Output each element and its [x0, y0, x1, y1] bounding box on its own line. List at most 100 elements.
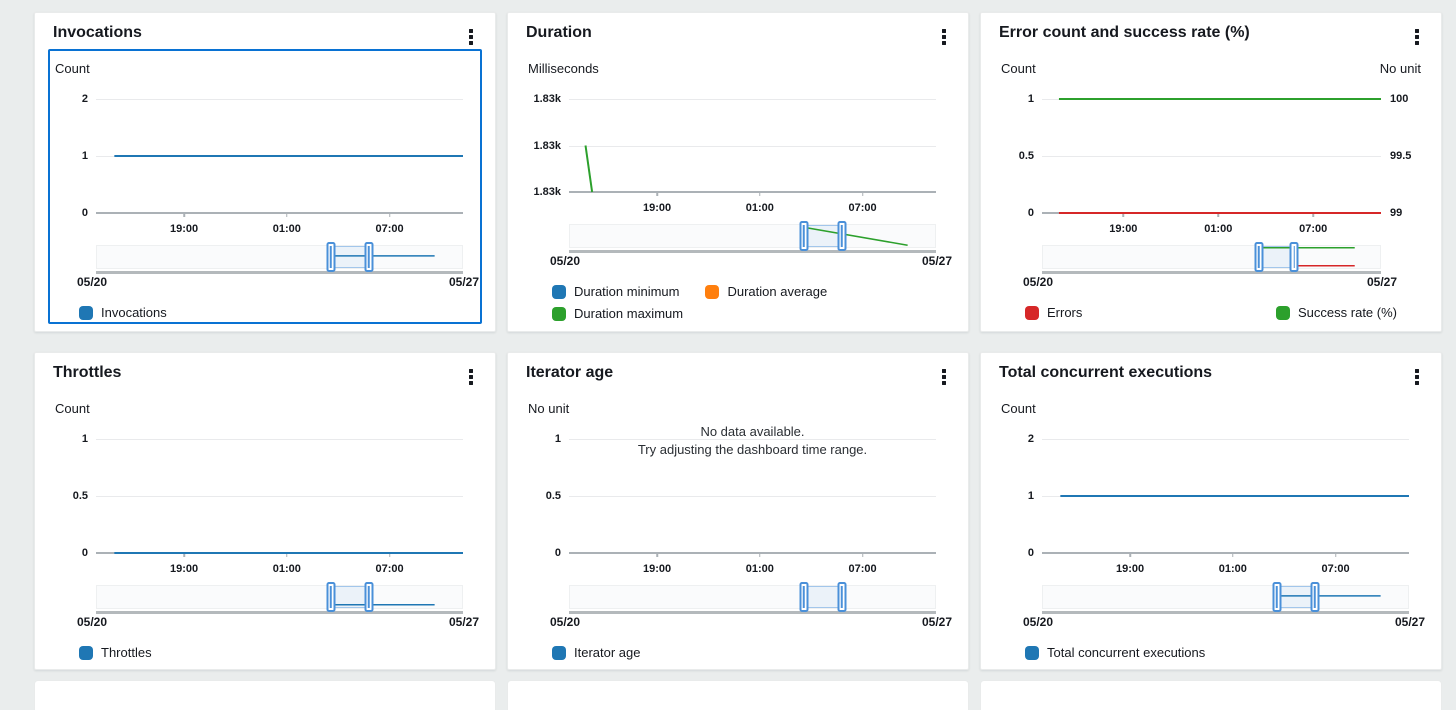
kebab-dot — [1415, 29, 1419, 33]
brush-selected-range[interactable] — [803, 586, 842, 608]
x-axis-tick-label: 19:00 — [170, 223, 199, 235]
brush-handle-left[interactable] — [326, 582, 336, 612]
axis-unit-row: Count — [55, 401, 475, 416]
y-axis-unit-label: No unit — [528, 401, 570, 416]
y-axis-tick-label: 1.83k — [533, 186, 561, 198]
y-axis-tick-label: 2 — [81, 93, 88, 105]
gridline — [96, 99, 463, 100]
plot-area: 1 0.5 0 — [546, 433, 936, 559]
x-axis-tick-label: 19:00 — [1109, 223, 1138, 235]
x-axis-tick-label: 19:00 — [1116, 563, 1145, 575]
brush-handle-left[interactable] — [799, 582, 809, 612]
time-range-brush[interactable] — [96, 582, 463, 612]
partial-widget[interactable] — [980, 680, 1442, 710]
legend-item[interactable]: Duration average — [705, 284, 827, 299]
date-range-row: 05/20 05/27 — [550, 254, 952, 268]
y-axis-tick-label: 0 — [1027, 207, 1034, 219]
date-range-start: 05/20 — [1023, 275, 1054, 289]
legend-group-left: Iterator age — [552, 645, 641, 660]
y-axis-tick-label: 0 — [1027, 547, 1034, 559]
brush-handle-right[interactable] — [1289, 242, 1299, 272]
x-axis-tick-label: 01:00 — [272, 563, 301, 575]
date-range-end: 05/27 — [921, 615, 952, 629]
legend: Iterator age — [552, 645, 952, 660]
brush-handle-right[interactable] — [1310, 582, 1320, 612]
legend-item[interactable]: Total concurrent executions — [1025, 645, 1205, 660]
kebab-dot — [1415, 35, 1419, 39]
widget-invocations[interactable]: Invocations Count 2 1 0 19:00 01:00 07:00 05… — [34, 12, 496, 332]
legend-item[interactable]: Duration maximum — [552, 306, 683, 321]
gridline — [96, 439, 463, 440]
plot-area: 2 1 0 — [1028, 433, 1409, 559]
widget-error-count-and-success-rate[interactable]: Error count and success rate (%) Count N… — [980, 12, 1442, 332]
kebab-menu-icon[interactable] — [930, 23, 958, 51]
legend-item[interactable]: Throttles — [79, 645, 152, 660]
legend: Invocations — [79, 305, 479, 320]
gridline — [569, 439, 936, 440]
x-axis-tick-mark — [1122, 213, 1125, 217]
plot-area: 1.83k 1.83k 1.83k — [533, 93, 936, 198]
date-range-end: 05/27 — [448, 615, 479, 629]
legend-item[interactable]: Invocations — [79, 305, 167, 320]
x-axis-tick-label: 19:00 — [170, 563, 199, 575]
legend-item[interactable]: Duration minimum — [552, 284, 679, 299]
date-range-row: 05/20 05/27 — [1023, 615, 1425, 629]
time-range-brush[interactable] — [569, 582, 936, 612]
brush-handle-right[interactable] — [364, 582, 374, 612]
brush-handle-left[interactable] — [799, 221, 809, 251]
widget-iterator-age[interactable]: Iterator age No unit 1 0.5 0 No data avail… — [507, 352, 969, 670]
widget-total-concurrent-executions[interactable]: Total concurrent executions Count 2 1 0 19… — [980, 352, 1442, 670]
brush-selected-range[interactable] — [1276, 586, 1315, 608]
brush-handle-left[interactable] — [1254, 242, 1264, 272]
legend: Total concurrent executions — [1025, 645, 1425, 660]
legend-item[interactable]: Iterator age — [552, 645, 641, 660]
kebab-dot — [942, 381, 946, 385]
kebab-dot — [469, 369, 473, 373]
brush-handle-right[interactable] — [837, 221, 847, 251]
brush-handle-right[interactable] — [837, 582, 847, 612]
brush-handle-left[interactable] — [1272, 582, 1282, 612]
kebab-dot — [942, 375, 946, 379]
brush-handle-left[interactable] — [326, 242, 336, 272]
kebab-dot — [942, 35, 946, 39]
date-range-end: 05/27 — [921, 254, 952, 268]
partial-widget[interactable] — [507, 680, 969, 710]
right-y-axis-tick-label: 100 — [1390, 93, 1409, 105]
time-range-brush[interactable] — [96, 242, 463, 272]
legend-swatch — [552, 645, 566, 660]
y-axis-tick-label: 0.5 — [72, 490, 88, 502]
x-axis-tick-label: 19:00 — [643, 563, 672, 575]
y-axis-tick-label: 0 — [81, 547, 88, 559]
kebab-dot — [1415, 41, 1419, 45]
legend-label: Throttles — [101, 645, 152, 660]
brush-selected-range[interactable] — [330, 246, 369, 268]
kebab-menu-icon[interactable] — [457, 23, 485, 51]
kebab-menu-icon[interactable] — [930, 363, 958, 391]
legend-item[interactable]: Errors — [1025, 305, 1082, 320]
brush-selected-range[interactable] — [803, 225, 842, 247]
widget-duration[interactable]: Duration Milliseconds 1.83k 1.83k 1.83k 19… — [507, 12, 969, 332]
brush-selected-range[interactable] — [1258, 246, 1295, 268]
brush-selected-range[interactable] — [330, 586, 369, 608]
legend-group-right: Success rate (%) — [1276, 305, 1397, 320]
kebab-menu-icon[interactable] — [1403, 363, 1431, 391]
x-axis-tick-labels: 19:00 01:00 07:00 — [96, 223, 463, 237]
right-y-axis-tick-label: 99 — [1390, 207, 1403, 219]
x-axis-tick-label: 07:00 — [1299, 223, 1328, 235]
kebab-dot — [469, 29, 473, 33]
widget-throttles[interactable]: Throttles Count 1 0.5 0 19:00 01:00 07:00 05… — [34, 352, 496, 670]
legend-item[interactable]: Success rate (%) — [1276, 305, 1397, 320]
time-range-brush[interactable] — [1042, 242, 1381, 272]
partial-widget[interactable] — [34, 680, 496, 710]
kebab-menu-icon[interactable] — [457, 363, 485, 391]
x-axis-tick-mark — [1217, 213, 1220, 217]
kebab-menu-icon[interactable] — [1403, 23, 1431, 51]
axis-unit-row: Milliseconds — [528, 61, 948, 76]
kebab-dot — [1415, 381, 1419, 385]
brush-handle-right[interactable] — [364, 242, 374, 272]
time-range-brush[interactable] — [1042, 582, 1409, 612]
right-y-axis-unit-label: No unit — [1379, 61, 1421, 76]
time-range-brush[interactable] — [569, 221, 936, 251]
date-range-start: 05/20 — [77, 275, 108, 289]
